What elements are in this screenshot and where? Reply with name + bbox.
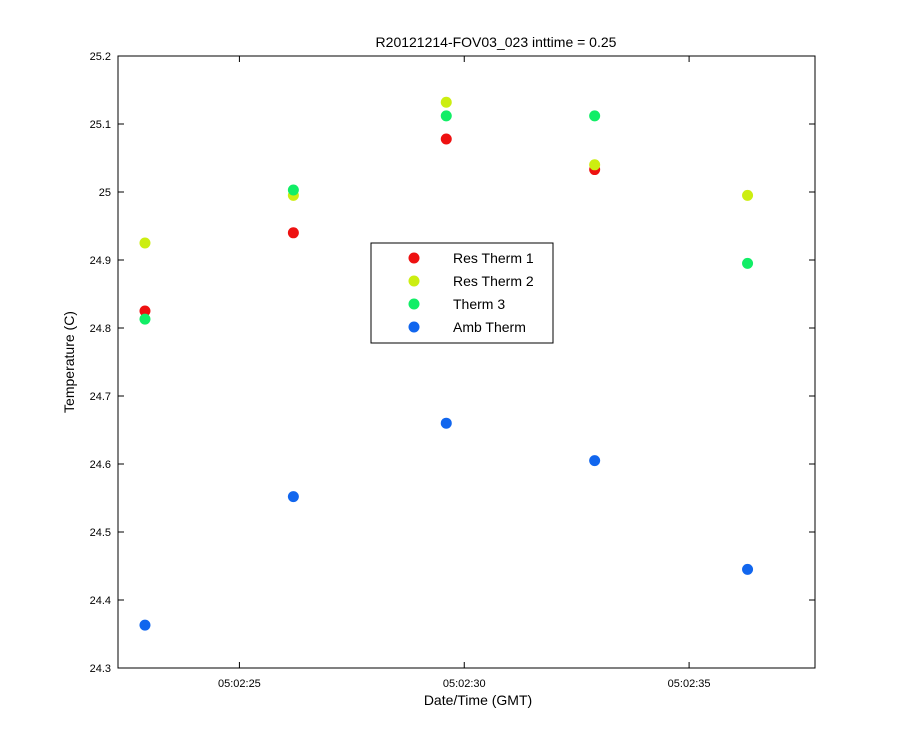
data-point-therm-3 [287, 184, 299, 196]
data-point-therm-3 [440, 110, 452, 122]
data-point-amb-therm [589, 455, 601, 467]
data-point-res-therm-2 [440, 96, 452, 108]
legend-label: Res Therm 2 [453, 273, 534, 289]
y-axis-title: Temperature (C) [61, 311, 77, 413]
data-point-res-therm-2 [139, 237, 151, 249]
data-point-therm-3 [589, 110, 601, 122]
data-point-res-therm-1 [440, 133, 452, 145]
legend-label: Therm 3 [453, 296, 505, 312]
x-tick-label: 05:02:25 [218, 678, 261, 690]
y-tick-label: 24.7 [90, 391, 111, 403]
y-tick-label: 25 [99, 187, 111, 199]
data-points [139, 96, 754, 631]
y-axis: 24.3 24.4 24.5 24.6 24.7 24.8 24.9 25 25.1 25.2 [90, 51, 815, 675]
legend-marker [408, 252, 420, 264]
data-point-res-therm-2 [742, 189, 754, 201]
legend-label: Res Therm 1 [453, 250, 534, 266]
legend-marker [408, 275, 420, 287]
y-tick-label: 24.6 [90, 459, 111, 471]
plot-area-frame [117, 55, 816, 669]
chart-title: R20121214-FOV03_023 inttime = 0.25 [376, 34, 617, 50]
x-axis: 05:02:25 05:02:30 05:02:35 [218, 56, 711, 690]
y-tick-label: 24.5 [90, 527, 111, 539]
y-tick-label: 24.8 [90, 323, 111, 335]
data-point-amb-therm [440, 417, 452, 429]
legend: Res Therm 1 Res Therm 2 Therm 3 Amb Therm [370, 242, 554, 344]
y-tick-label: 24.3 [90, 663, 111, 675]
data-point-amb-therm [287, 491, 299, 503]
y-tick-label: 25.2 [90, 51, 111, 63]
legend-label: Amb Therm [453, 319, 526, 335]
y-tick-label: 25.1 [90, 119, 111, 131]
data-point-res-therm-1 [287, 227, 299, 239]
y-tick-label: 24.4 [90, 595, 111, 607]
y-tick-label: 24.9 [90, 255, 111, 267]
legend-box [370, 242, 554, 344]
data-point-amb-therm [742, 563, 754, 575]
data-point-therm-3 [742, 257, 754, 269]
data-point-res-therm-1 [139, 305, 151, 317]
data-point-res-therm-2 [589, 159, 601, 171]
x-tick-label: 05:02:35 [668, 678, 711, 690]
legend-marker [408, 298, 420, 310]
legend-marker [408, 321, 420, 333]
x-tick-label: 05:02:30 [443, 678, 486, 690]
data-point-therm-3 [139, 313, 151, 325]
x-axis-title: Date/Time (GMT) [424, 692, 532, 708]
data-point-amb-therm [139, 619, 151, 631]
